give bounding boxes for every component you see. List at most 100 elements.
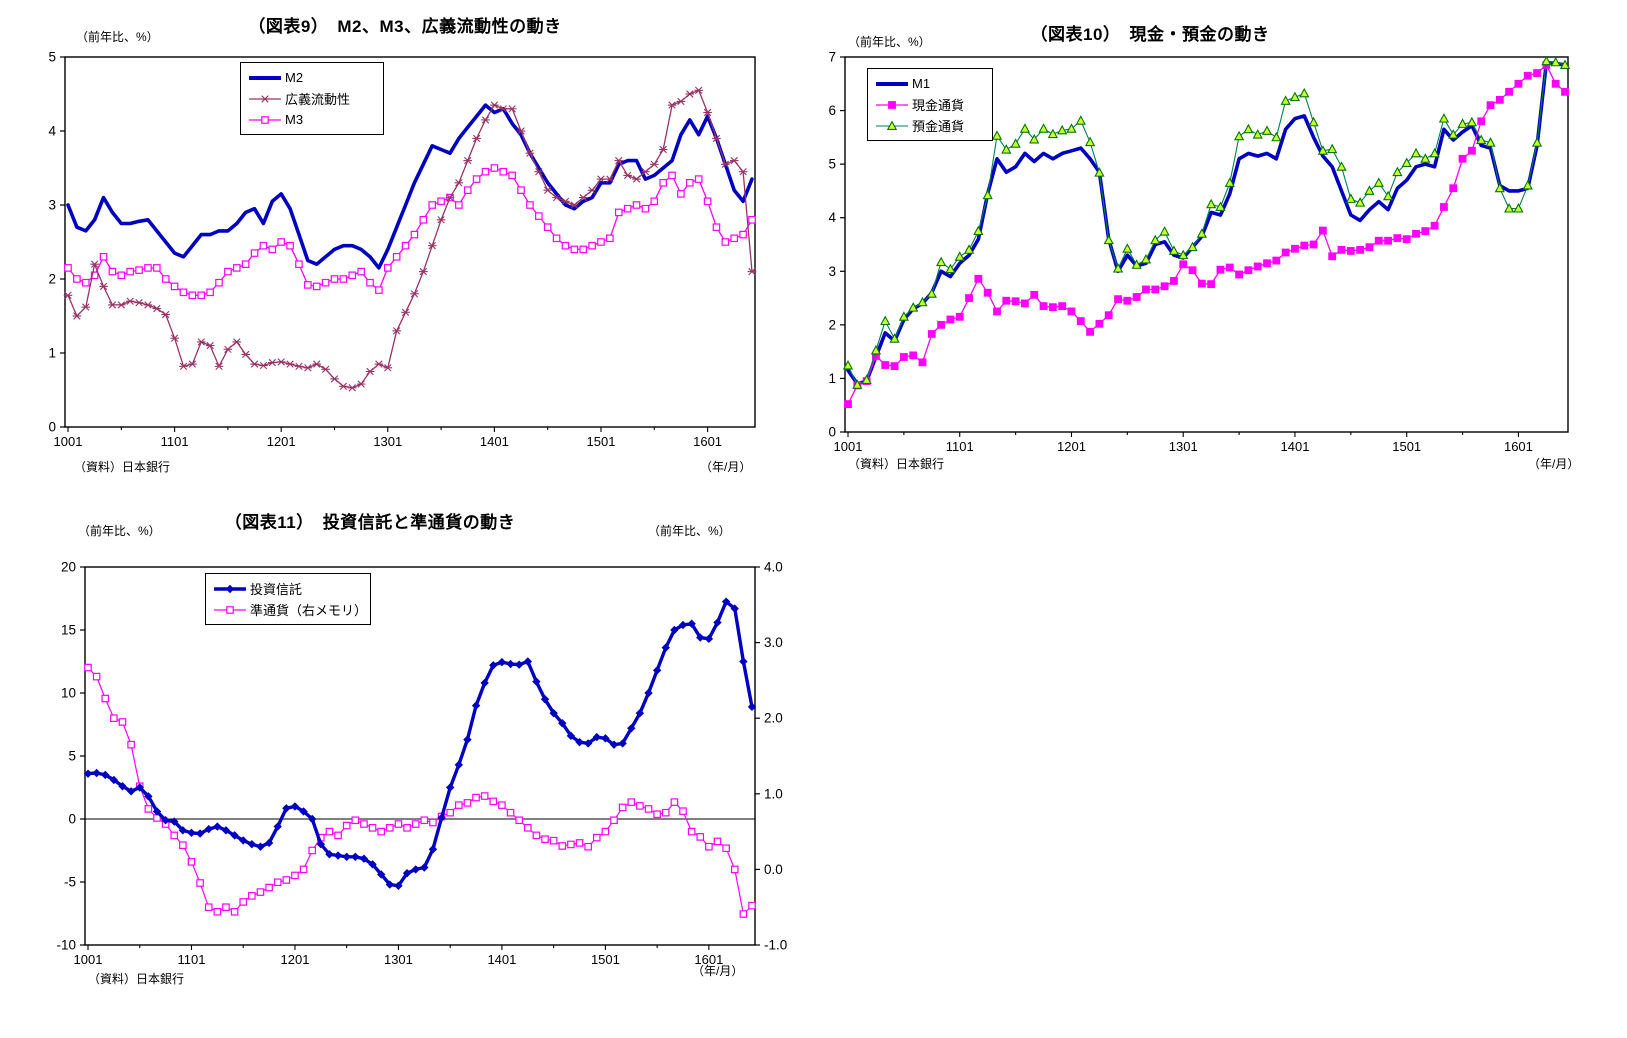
y-axis-tick-label: -10 (56, 938, 76, 953)
y-axis-tick-label: 6 (828, 103, 836, 118)
x-axis-tick-label: 1501 (1392, 439, 1421, 454)
figure9-m2-m3-broad-liquidity-chart: （図表9） M2、M3、広義流動性の動き （前年比、%） （資料）日本銀行 （年… (0, 0, 790, 500)
y-axis-right-tick-label: 4.0 (764, 560, 783, 575)
figure9-unit-label-left: （前年比、%） (76, 30, 159, 44)
figure10-cash-deposits-chart: （図表10） 現金・預金の動き （前年比、%） （資料）日本銀行 （年/月） 0… (790, 0, 1627, 500)
x-axis-tick-label: 1001 (54, 434, 83, 449)
figure9-source: （資料）日本銀行 (74, 460, 171, 474)
legend-item-預金通貨: 預金通貨 (874, 115, 984, 136)
figure11-source: （資料）日本銀行 (88, 972, 185, 986)
x-axis-tick-label: 1101 (177, 952, 205, 967)
legend-item-M3: M3 (247, 109, 375, 130)
fig9-legend: M2 広義流動性 M3 (240, 62, 384, 135)
series-M3 (64, 164, 756, 300)
y-axis-tick-label: 5 (828, 157, 836, 172)
x-axis-tick-label: 1501 (587, 434, 616, 449)
y-axis-tick-label: 15 (61, 623, 76, 638)
figure11-unit-label-right: （前年比、%） (648, 524, 731, 538)
y-axis-tick-label: 5 (48, 50, 56, 65)
fig10-legend: M1 現金通貨預金通貨 (867, 68, 993, 141)
y-axis-right-tick-label: 2.0 (764, 711, 783, 726)
figure10-x-axis-unit: （年/月） (1528, 457, 1580, 471)
figure11-x-axis-unit: （年/月） (692, 964, 744, 978)
series-M2 (66, 103, 754, 270)
legend-label: M3 (285, 112, 304, 127)
y-axis-right-tick-label: 0.0 (764, 862, 783, 877)
x-axis-tick-label: 1201 (281, 952, 310, 967)
figure9-x-axis-unit: （年/月） (700, 460, 752, 474)
legend-marker-投資信託 (214, 584, 246, 593)
y-axis-tick-label: 1 (828, 371, 836, 386)
y-axis-tick-label: 5 (68, 749, 76, 764)
y-axis-tick-label: 7 (828, 50, 836, 65)
x-axis-tick-label: 1001 (74, 952, 103, 967)
y-axis-tick-label: 3 (48, 198, 56, 213)
x-axis-tick-label: 1301 (1169, 439, 1198, 454)
figure10-title: （図表10） 現金・預金の動き (1030, 25, 1270, 44)
x-axis-tick-label: 1401 (1281, 439, 1310, 454)
figure11-investment-trust-quasi-money-chart: （図表11） 投資信託と準通貨の動き （前年比、%） （前年比、%） （資料）日… (0, 500, 790, 1038)
figure10-source: （資料）日本銀行 (848, 457, 945, 471)
y-axis-tick-label: 0 (68, 812, 76, 827)
x-axis-tick-label: 1301 (384, 952, 413, 967)
figure11-unit-label-left: （前年比、%） (78, 524, 161, 538)
y-axis-tick-label: 0 (48, 420, 56, 435)
x-axis-tick-label: 1601 (694, 952, 723, 967)
x-axis-tick-label: 1201 (1057, 439, 1086, 454)
legend-item-現金通貨: 現金通貨 (874, 94, 984, 115)
x-axis-tick-label: 1601 (693, 434, 722, 449)
x-axis-tick-label: 1401 (487, 952, 516, 967)
figure9-title: （図表9） M2、M3、広義流動性の動き (248, 17, 562, 36)
legend-label: 準通貨（右メモリ） (250, 603, 368, 618)
series-投資信託 (83, 597, 757, 890)
y-axis-tick-label: 4 (48, 124, 56, 139)
x-axis-tick-label: 1601 (1504, 439, 1533, 454)
y-axis-tick-label: 4 (828, 210, 836, 225)
legend-marker-準通貨（右メモリ） (214, 605, 246, 614)
series-現金通貨 (844, 61, 1569, 409)
y-axis-tick-label: 2 (828, 317, 836, 332)
y-axis-tick-label: 20 (61, 560, 76, 575)
fig9-plot-canvas: 0 1 2 3 4 5 1001 1101 1201 1301 1401 1501 1601 (48, 50, 757, 449)
x-axis-tick-label: 1101 (946, 439, 974, 454)
legend-label: 預金通貨 (912, 119, 965, 134)
legend-marker-M3 (249, 115, 281, 124)
series-M1 (846, 60, 1567, 386)
legend-marker-預金通貨 (876, 119, 908, 130)
y-axis-tick-label: -5 (64, 875, 76, 890)
y-axis-tick-label: 1 (48, 346, 56, 361)
y-axis-tick-label: 2 (48, 272, 56, 287)
legend-item-M1: M1 (874, 73, 984, 94)
legend-label: M2 (285, 70, 304, 85)
fig11-legend: 投資信託準通貨（右メモリ） (205, 573, 371, 625)
legend-label: 現金通貨 (912, 98, 965, 113)
legend-item-準通貨（右メモリ）: 準通貨（右メモリ） (212, 599, 367, 620)
fig10-plot-canvas: 0 1 2 3 4 5 6 7 1001 1101 1201 1301 1401 1501 1601 (828, 50, 1571, 454)
legend-marker-M2 (249, 75, 281, 80)
figure10-unit-label-left: （前年比、%） (848, 35, 931, 49)
fig11-plot-canvas: -10 -5 0 5 10 15 20 -1.0 0.0 1.0 2.0 3.0 4.0 1001 1101… (56, 560, 787, 968)
legend-item-投資信託: 投資信託 (212, 578, 362, 599)
y-axis-right-tick-label: 3.0 (764, 635, 783, 650)
x-axis-tick-label: 1401 (480, 434, 509, 449)
x-axis-tick-label: 1501 (591, 952, 620, 967)
series-預金通貨 (842, 55, 1571, 389)
legend-marker-M1 (876, 81, 908, 86)
y-axis-tick-label: 10 (61, 686, 76, 701)
y-axis-right-tick-label: -1.0 (764, 938, 787, 953)
legend-label: M1 (912, 76, 931, 91)
series-広義流動性 (63, 86, 757, 392)
x-axis-tick-label: 1201 (267, 434, 296, 449)
x-axis-tick-label: 1001 (834, 439, 863, 454)
series-準通貨（右メモリ） (84, 663, 756, 918)
legend-item-広義流動性: 広義流動性 (247, 88, 375, 109)
legend-label: 投資信託 (250, 582, 303, 597)
y-axis-tick-label: 3 (828, 264, 836, 279)
x-axis-tick-label: 1301 (373, 434, 402, 449)
y-axis-right-tick-label: 1.0 (764, 786, 783, 801)
legend-item-M2: M2 (247, 67, 375, 88)
figure11-title: （図表11） 投資信託と準通貨の動き (224, 513, 516, 532)
legend-marker-現金通貨 (876, 100, 908, 109)
legend-label: 広義流動性 (285, 92, 351, 107)
